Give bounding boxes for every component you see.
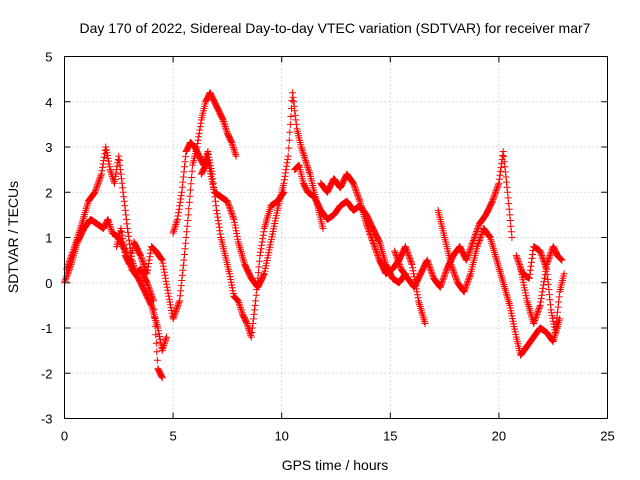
y-tick-label: -1 bbox=[41, 321, 53, 336]
series-track-6 bbox=[291, 161, 409, 287]
y-tick-label: 3 bbox=[45, 140, 52, 155]
x-tick-label: 10 bbox=[274, 429, 288, 444]
y-tick-label: -2 bbox=[41, 366, 53, 381]
series-markers bbox=[434, 206, 564, 359]
y-tick-label: 4 bbox=[45, 95, 52, 110]
y-axis-label: SDTVAR / TECUs bbox=[5, 181, 21, 293]
series-markers bbox=[63, 143, 166, 382]
x-tick-label: 15 bbox=[383, 429, 397, 444]
series-markers bbox=[197, 89, 327, 291]
data-series bbox=[61, 89, 568, 382]
series-track-5 bbox=[197, 89, 327, 291]
y-tick-labels: -3 -2 -1 0 1 2 3 4 5 bbox=[41, 50, 53, 427]
y-tick-label: 1 bbox=[45, 231, 52, 246]
x-tick-labels: 0 5 10 15 20 25 bbox=[61, 429, 615, 444]
y-tick-label: 2 bbox=[45, 185, 52, 200]
y-tick-label: -3 bbox=[41, 412, 53, 427]
x-tick-label: 0 bbox=[61, 429, 68, 444]
series-track-8 bbox=[391, 148, 516, 291]
chart-title: Day 170 of 2022, Sidereal Day-to-day VTE… bbox=[80, 20, 591, 36]
x-axis-label: GPS time / hours bbox=[282, 457, 389, 473]
series-track-7 bbox=[317, 170, 429, 327]
y-tick-label: 0 bbox=[45, 276, 52, 291]
grid-lines bbox=[64, 56, 608, 419]
series-markers bbox=[517, 243, 566, 327]
plot-frame bbox=[64, 56, 608, 419]
x-tick-label: 20 bbox=[492, 429, 506, 444]
series-track-11 bbox=[517, 243, 566, 327]
series-track-9 bbox=[434, 206, 564, 359]
x-tick-label: 5 bbox=[169, 429, 176, 444]
series-markers bbox=[291, 161, 409, 287]
series-track-2 bbox=[63, 143, 166, 382]
series-markers bbox=[317, 170, 429, 327]
y-tick-label: 5 bbox=[45, 50, 52, 65]
series-markers bbox=[391, 148, 516, 291]
x-tick-label: 25 bbox=[600, 429, 614, 444]
